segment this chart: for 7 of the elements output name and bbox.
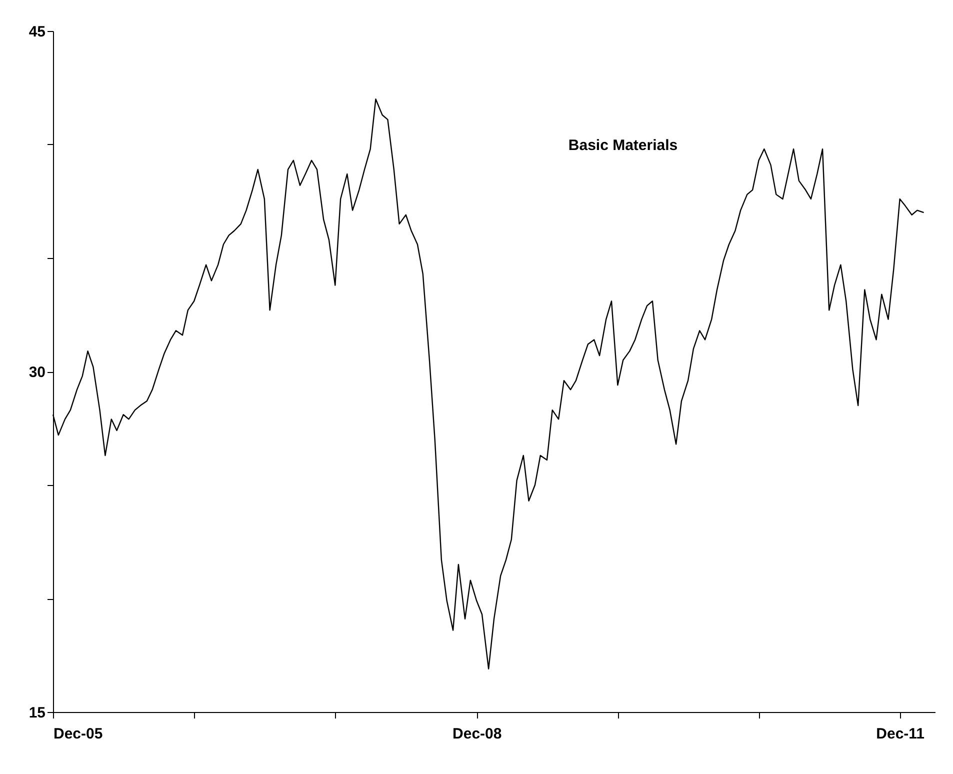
y-tick-label: 30 [28,364,46,381]
x-tick-label: Dec-05 [54,726,103,742]
y-tick-label: 15 [28,704,46,722]
y-tick-label: 45 [28,24,46,40]
annotation: Basic Materials [568,137,678,154]
x-tick-label: Dec-11 [876,726,925,742]
x-tick-label: Dec-08 [452,726,502,742]
